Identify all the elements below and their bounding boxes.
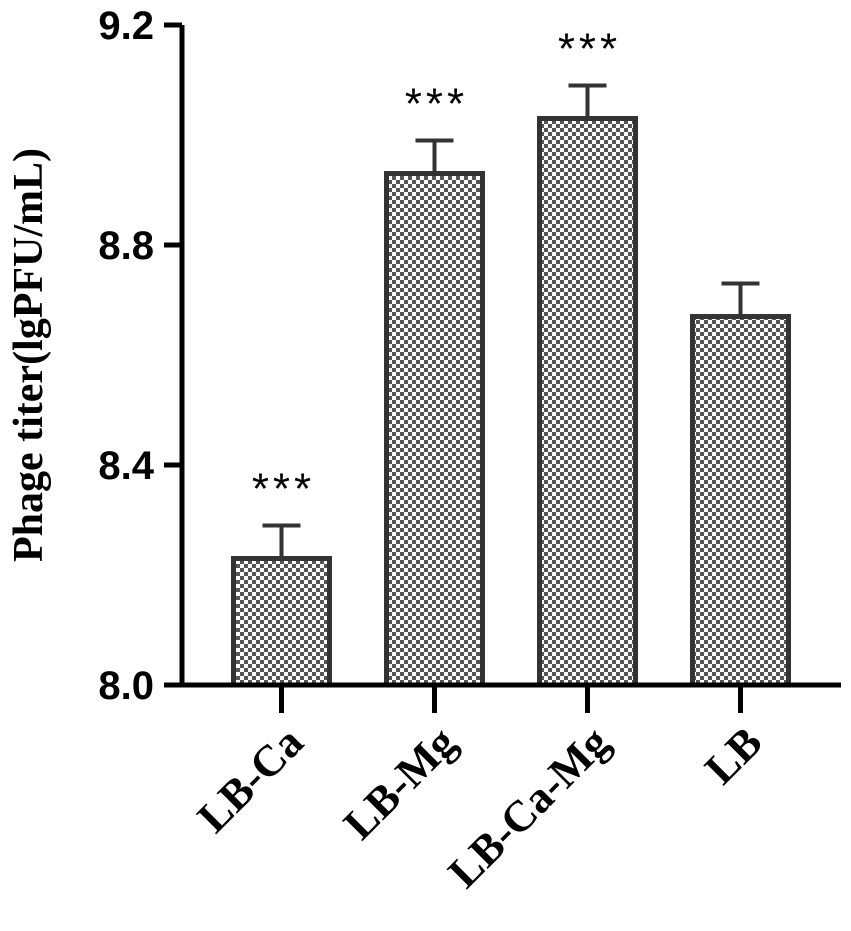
significance-label: *** <box>252 465 315 514</box>
y-tick-label: 9.2 <box>98 4 154 48</box>
significance-label: *** <box>558 25 621 74</box>
significance-label: *** <box>405 80 468 129</box>
x-category-label: LB-Ca <box>188 717 313 842</box>
y-axis-ticks: 8.0 8.4 8.8 9.2 <box>98 4 182 708</box>
y-tick-label: 8.0 <box>98 664 154 708</box>
bar <box>384 171 485 688</box>
bars: *** *** *** <box>231 25 791 688</box>
bar <box>690 314 791 688</box>
y-tick-label: 8.8 <box>98 224 154 268</box>
bar <box>537 116 638 688</box>
bar <box>231 556 332 688</box>
x-category-label: LB <box>695 717 771 793</box>
x-category-label: LB-Mg <box>334 717 465 848</box>
x-category-label: LB-Ca-Mg <box>439 717 619 897</box>
y-tick-label: 8.4 <box>98 444 154 488</box>
y-axis-title: Phage titer(lgPFU/mL) <box>6 148 52 562</box>
